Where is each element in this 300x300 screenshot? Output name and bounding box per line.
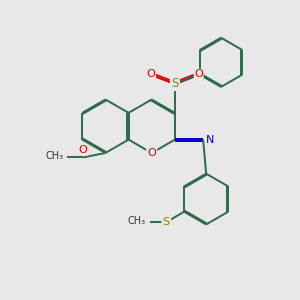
Text: CH₃: CH₃ <box>46 151 64 161</box>
Text: CH₃: CH₃ <box>128 216 146 226</box>
Text: O: O <box>194 69 203 79</box>
Text: O: O <box>79 145 88 155</box>
Text: O: O <box>147 148 156 158</box>
Text: S: S <box>163 217 170 227</box>
Text: S: S <box>171 76 178 90</box>
Text: O: O <box>147 69 155 79</box>
Text: N: N <box>206 135 214 145</box>
